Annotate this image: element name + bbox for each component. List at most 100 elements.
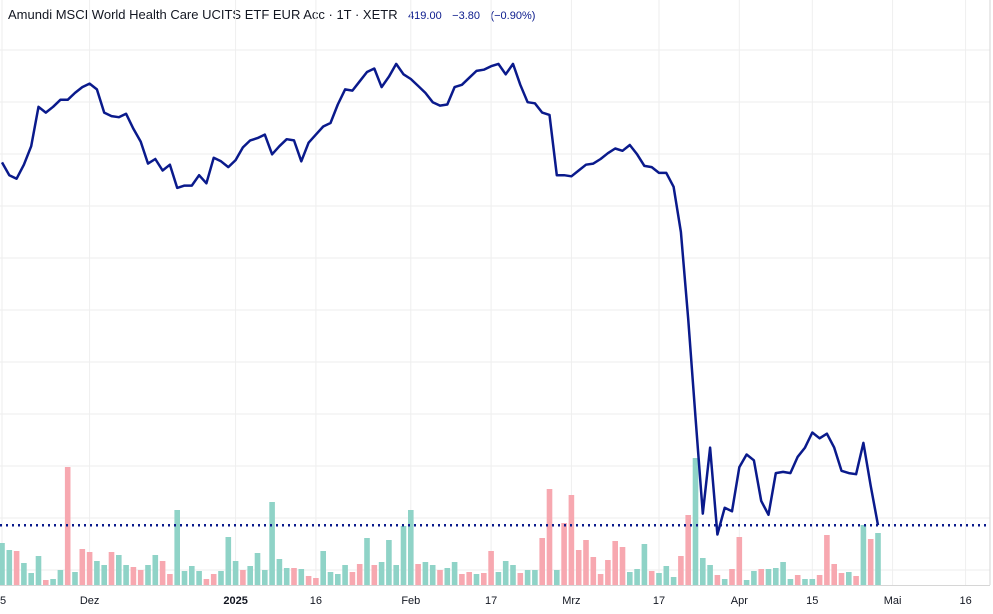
volume-bar [408, 510, 414, 585]
volume-bar [137, 570, 144, 585]
volume-bar [444, 568, 451, 585]
volume-bar [422, 562, 429, 585]
volume-bar [371, 565, 378, 585]
volume-bar [809, 579, 816, 585]
volume-bar [473, 574, 480, 585]
volume-bar [86, 552, 93, 585]
volume-bar [816, 575, 823, 585]
price-change: −3.80 [452, 10, 481, 22]
volume-bar [400, 526, 407, 585]
x-tick-label: 17 [653, 595, 665, 607]
volume-bar [247, 566, 253, 585]
x-tick-label: Mrz [562, 595, 580, 607]
x-tick-label: Apr [731, 595, 748, 607]
volume-bar [167, 574, 173, 585]
volume-bar [269, 502, 275, 585]
x-tick-label: 17 [485, 595, 497, 607]
volume-bar [72, 572, 78, 585]
volume-bar [714, 575, 721, 585]
volume-bar [707, 565, 713, 585]
volume-bar [210, 574, 217, 585]
volume-bar [846, 572, 852, 585]
volume-bar [853, 576, 859, 585]
x-tick-label: 16 [310, 595, 322, 607]
volume-bar [481, 573, 487, 585]
volume-bar [364, 538, 370, 585]
volume-bar [152, 555, 159, 585]
volume-bar [283, 568, 290, 585]
volume-bar [612, 541, 618, 585]
volume-bar [751, 571, 757, 585]
price-change-percent: (−0.90%) [490, 10, 536, 22]
last-price: 419.00 [408, 10, 442, 22]
volume-bar [203, 579, 210, 585]
volume-bar [240, 570, 246, 585]
volume-bar [743, 580, 750, 585]
volume-bar [619, 547, 626, 585]
volume-bar [130, 567, 137, 585]
volume-bar [43, 580, 49, 585]
volume-bar [641, 544, 648, 585]
volume-bar [758, 569, 764, 585]
volume-bar [466, 572, 472, 585]
volume-bar [378, 562, 385, 585]
x-tick-label: Mai [884, 595, 902, 607]
volume-bar [415, 564, 421, 585]
volume-bar [554, 570, 560, 585]
volume-bar [429, 565, 436, 585]
volume-bar [174, 510, 180, 585]
x-tick-label: 15 [806, 595, 818, 607]
volume-bar [524, 570, 531, 585]
volume-bar [627, 572, 633, 585]
volume-bar [568, 495, 575, 585]
volume-bar [736, 537, 743, 585]
volume-bar [692, 458, 699, 585]
volume-bar [561, 523, 567, 585]
volume-bar [495, 572, 502, 585]
volume-bar [254, 553, 261, 585]
volume-bar [685, 515, 691, 585]
volume-bar [787, 579, 794, 585]
volume-bar [349, 572, 356, 585]
volume-bar [57, 570, 64, 585]
volume-bar [13, 551, 20, 585]
volume-bar [824, 535, 830, 585]
volume-bar [605, 560, 611, 585]
volume-bar [50, 579, 56, 585]
volume-bar [393, 565, 399, 585]
volume-bar [28, 573, 34, 585]
x-tick-label: Dez [80, 595, 100, 607]
volume-bar [502, 561, 509, 585]
volume-bar [335, 574, 341, 585]
x-tick-label: Feb [401, 595, 420, 607]
volume-bar [590, 557, 597, 585]
volume-bar [517, 573, 524, 585]
volume-bar [262, 570, 268, 585]
volume-bar [327, 572, 334, 585]
volume-bars [0, 458, 881, 585]
volume-bar [575, 550, 582, 585]
volume-bar [181, 571, 188, 585]
volume-bar [546, 489, 553, 585]
volume-bar [539, 538, 545, 585]
volume-bar [597, 574, 604, 585]
volume-bar [225, 537, 232, 585]
volume-bar [189, 566, 195, 585]
volume-bar [291, 568, 297, 585]
x-tick-label: 5 [0, 595, 6, 607]
volume-bar [838, 573, 845, 585]
volume-bar [459, 574, 465, 585]
volume-bar [831, 564, 837, 585]
volume-bar [656, 573, 662, 585]
volume-bar [721, 579, 728, 585]
volume-bar [678, 556, 684, 585]
volume-bar [773, 568, 779, 585]
x-tick-label: 16 [959, 595, 971, 607]
volume-bar [451, 562, 458, 585]
volume-bar [583, 540, 589, 585]
volume-bar [21, 563, 27, 585]
volume-bar [729, 569, 735, 585]
volume-bar [860, 525, 867, 585]
volume-bar [305, 576, 312, 585]
